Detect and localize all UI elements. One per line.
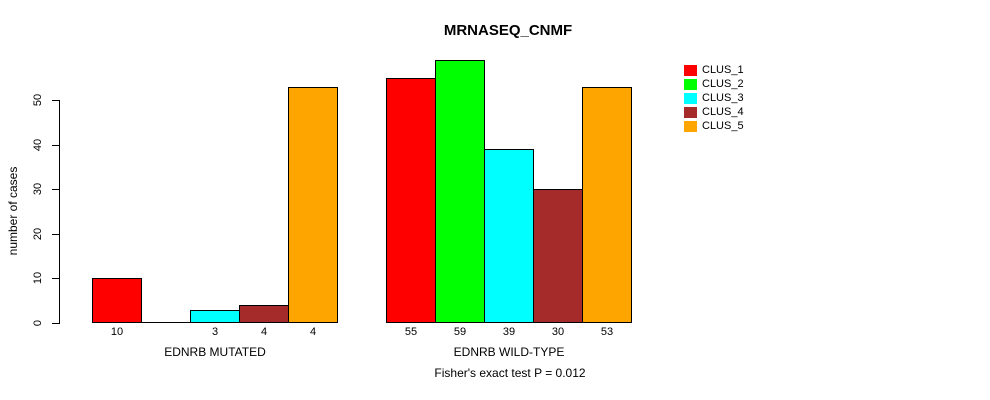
legend: CLUS_1 CLUS_2 CLUS_3 CLUS_4 CLUS_5 — [684, 63, 744, 133]
legend-label: CLUS_1 — [702, 64, 744, 76]
bar-clus_3-2 — [484, 149, 534, 323]
bar-value-label: 39 — [502, 326, 516, 338]
legend-swatch-icon — [684, 78, 697, 90]
bar-value-label: 55 — [404, 326, 418, 338]
y-tick-label: 30 — [32, 182, 44, 196]
legend-swatch-icon — [684, 120, 697, 132]
y-tick-label: 50 — [32, 93, 44, 107]
bar-value-label: 4 — [260, 326, 268, 338]
legend-row-clus_3: CLUS_3 — [684, 91, 744, 105]
legend-label: CLUS_3 — [702, 92, 744, 104]
fisher-test-annotation: Fisher's exact test P = 0.012 — [434, 366, 586, 380]
bar-value-label: 53 — [600, 326, 614, 338]
bar-clus_5-2 — [582, 87, 632, 323]
group-label-2: EDNRB WILD-TYPE — [453, 345, 565, 359]
bar-value-label: 10 — [110, 326, 124, 338]
legend-swatch-icon — [684, 92, 697, 104]
y-axis-label: number of cases — [6, 166, 20, 256]
legend-label: CLUS_4 — [702, 106, 744, 118]
y-tick-mark — [52, 100, 60, 101]
y-tick-label: 20 — [32, 227, 44, 241]
legend-label: CLUS_5 — [702, 120, 744, 132]
bar-clus_1-2 — [386, 78, 436, 323]
y-tick-mark — [52, 145, 60, 146]
zero-height-bar-clus_2-1 — [141, 322, 191, 323]
y-tick-mark — [52, 323, 60, 324]
legend-row-clus_2: CLUS_2 — [684, 77, 744, 91]
bar-value-label: 30 — [551, 326, 565, 338]
legend-row-clus_4: CLUS_4 — [684, 105, 744, 119]
y-tick-mark — [52, 278, 60, 279]
y-tick-mark — [52, 234, 60, 235]
bar-clus_5-1 — [288, 87, 338, 323]
legend-row-clus_1: CLUS_1 — [684, 63, 744, 77]
bar-clus_1-1 — [92, 278, 142, 323]
y-axis-line — [59, 100, 60, 324]
y-tick-label: 10 — [32, 271, 44, 285]
y-tick-mark — [52, 189, 60, 190]
bar-clus_3-1 — [190, 310, 240, 323]
y-tick-label: 40 — [32, 138, 44, 152]
y-tick-label: 0 — [32, 319, 44, 327]
bar-value-label: 59 — [453, 326, 467, 338]
bar-value-label: 4 — [309, 326, 317, 338]
legend-row-clus_5: CLUS_5 — [684, 119, 744, 133]
bar-clus_4-2 — [533, 189, 583, 323]
legend-swatch-icon — [684, 106, 697, 118]
bar-value-label: 3 — [211, 326, 219, 338]
legend-swatch-icon — [684, 64, 697, 76]
group-label-1: EDNRB MUTATED — [164, 345, 266, 359]
legend-label: CLUS_2 — [702, 78, 744, 90]
bar-clus_2-2 — [435, 60, 485, 323]
bar-clus_4-1 — [239, 305, 289, 323]
chart-title: MRNASEQ_CNMF — [443, 22, 573, 39]
